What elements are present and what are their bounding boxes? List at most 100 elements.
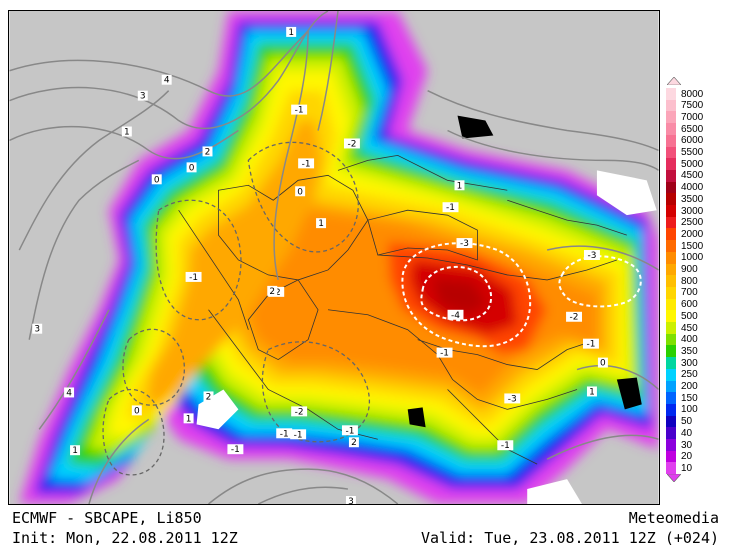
contour-label: -1 [276,428,293,439]
legend-label: 350 [681,345,698,357]
svg-text:1: 1 [589,387,595,397]
svg-text:2: 2 [269,287,275,297]
legend-label: 7500 [681,100,704,112]
svg-text:0: 0 [297,187,303,197]
contour-label: -1 [291,104,308,116]
legend-row: 100 [666,403,698,416]
legend-label: 150 [681,392,698,404]
svg-text:1: 1 [186,414,192,424]
contour-label: -1 [290,429,307,440]
legend-label: 2000 [681,228,704,240]
legend-row: 4000 [666,181,703,194]
legend-swatch [666,380,676,393]
svg-text:-1: -1 [446,203,455,213]
contour-label: 3 [137,90,148,102]
legend-label: 5500 [681,147,704,158]
legend-swatch [666,146,676,159]
svg-text:-1: -1 [302,159,311,169]
legend-swatch [666,357,676,370]
svg-text:-2: -2 [570,313,579,323]
legend-row: 6000 [666,134,704,147]
contour-label: -1 [185,271,202,283]
legend-label: 300 [681,357,698,369]
legend-row: 200 [666,380,698,393]
legend-swatch [666,322,676,334]
legend-swatch [666,111,676,124]
legend-swatch [666,450,676,463]
legend-label: 450 [681,322,698,334]
svg-text:-1: -1 [345,426,354,436]
contour-label: -3 [583,250,600,261]
legend-swatch [666,158,676,171]
svg-text:4: 4 [164,76,170,86]
legend-row: 20 [666,450,693,463]
svg-text:2: 2 [351,438,357,448]
svg-text:-3: -3 [508,394,517,404]
contour-label: 0 [186,162,197,173]
svg-text:-3: -3 [460,239,469,249]
legend-row: 800 [666,275,698,288]
legend-label: 6500 [681,123,704,135]
contour-label: 3 [32,323,43,335]
contour-label: 0 [295,186,306,197]
legend-label: 4500 [681,170,704,182]
legend-swatch [666,310,676,323]
legend-label: 700 [681,287,698,299]
legend-swatch [666,275,676,288]
contour-label: 1 [454,180,465,191]
legend-label: 1000 [681,252,704,264]
legend-label: 500 [681,310,698,322]
legend-swatch [666,403,676,416]
valid-time: Valid: Tue, 23.08.2011 12Z (+024) [420,529,719,547]
legend-swatch [666,205,676,217]
cape-legend: 8000 7500 7000 6500 6000 5500 5000 4500 4000 3500… [666,77,731,482]
contour-label: 1 [286,26,297,38]
legend-label: 200 [681,381,698,392]
legend-swatch [666,462,676,475]
legend-swatch [666,216,676,229]
contour-label: 0 [131,405,142,416]
contour-label: 0 [597,357,608,369]
legend-label: 30 [681,439,693,451]
contour-label: -3 [456,238,473,249]
contour-label: 1 [121,126,132,137]
svg-text:-1: -1 [189,273,198,283]
svg-text:3: 3 [140,92,146,102]
contour-label: -1 [442,202,459,213]
contour-label: -1 [497,440,514,451]
legend-swatch [666,169,676,182]
legend-row: 250 [666,368,698,381]
contour-label: -1 [582,338,599,350]
legend-row: 500 [666,310,698,323]
legend-row: 400 [666,333,698,346]
svg-text:-2: -2 [295,407,304,417]
svg-text:-1: -1 [295,106,304,116]
legend-label: 8000 [681,88,704,100]
legend-label: 6000 [681,135,704,147]
legend-label: 1500 [681,240,704,252]
legend-swatch [666,415,676,428]
legend-row: 1000 [666,251,704,264]
legend-swatch [666,181,676,194]
legend-label: 20 [681,451,693,463]
legend-swatch [666,88,676,100]
legend-swatch [666,286,676,299]
legend-row: 350 [666,345,698,358]
contour-label: -2 [291,406,308,417]
legend-row: 3500 [666,193,703,206]
contour-label: 1 [586,386,597,397]
svg-text:-1: -1 [586,340,595,350]
contour-label: -3 [504,393,521,404]
init-time: Init: Mon, 22.08.2011 12Z [12,529,238,547]
contour-label: 4 [161,74,172,86]
svg-text:0: 0 [134,406,140,416]
contour-label: 3 [345,496,356,504]
legend-swatch [666,333,676,346]
svg-text:1: 1 [124,127,130,137]
contour-label: 2 [202,146,213,157]
legend-row: 700 [666,286,698,299]
legend-row: 7000 [666,111,703,124]
legend-label: 900 [681,264,698,275]
legend-arrow-top [667,77,681,85]
chart-title: ECMWF - SBCAPE, Li850 [12,509,202,527]
